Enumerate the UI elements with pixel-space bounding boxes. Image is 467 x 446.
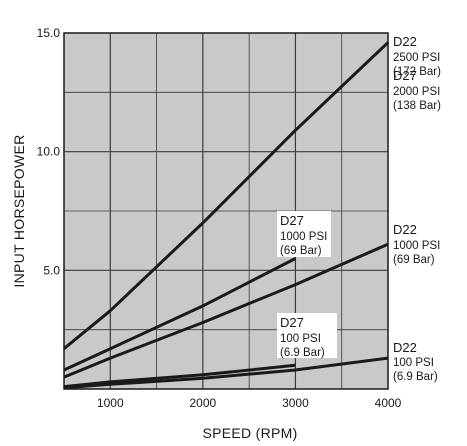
series-line-2 (63, 257, 297, 372)
annotation-d22-2500-pressure: 2500 PSI (393, 52, 440, 64)
annotation-d27-1000-pressure: 1000 PSI (280, 231, 327, 243)
series-line-3 (63, 242, 389, 379)
annotation-d27-1000: D27 1000 PSI (69 Bar) (277, 211, 331, 257)
annotation-d27-100-backdrop (277, 313, 337, 358)
plot-frame (63, 32, 389, 390)
annotation-d22-2500-bar: (172 Bar) (393, 66, 441, 78)
annotation-d22-1000: D22 1000 PSI (69 Bar) (393, 222, 440, 266)
annotation-d27-100-pressure: 100 PSI (280, 333, 321, 345)
annotation-d22-100-model: D22 (393, 340, 417, 355)
annotation-d27-2000-pressure: 2000 PSI (393, 86, 440, 98)
x-axis-title: SPEED (RPM) (202, 425, 297, 441)
annotation-d27-100-bar: (6.9 Bar) (280, 347, 325, 359)
x-tick-label: 4000 (375, 396, 402, 410)
annotation-d27-1000-backdrop (277, 211, 331, 257)
annotation-d27-1000-model: D27 (280, 213, 304, 228)
series-line-5 (63, 356, 389, 390)
annotation-d27-1000-bar: (69 Bar) (280, 245, 322, 257)
x-tick-labels: 1000 2000 3000 4000 (97, 396, 402, 410)
series-line-4 (63, 363, 296, 389)
y-axis-title: INPUT HORSEPOWER (11, 134, 27, 287)
annotation-d22-100-pressure: 100 PSI (393, 357, 434, 369)
x-tick-label: 1000 (97, 396, 124, 410)
annotation-d27-2000-bar: (138 Bar) (393, 100, 441, 112)
y-tick-label: 5.0 (43, 263, 60, 277)
annotation-d27-100: D27 100 PSI (6.9 Bar) (277, 313, 337, 359)
y-tick-label: 10.0 (37, 145, 61, 159)
annotation-d22-1000-bar: (69 Bar) (393, 254, 435, 266)
annotation-d22-1000-model: D22 (393, 222, 417, 237)
y-tick-labels: 5.0 10.0 15.0 (37, 26, 61, 277)
annotation-d27-100-model: D27 (280, 315, 304, 330)
series-lines (63, 41, 390, 390)
annotation-d22-2500: D22 2500 PSI (172 Bar) (393, 34, 441, 78)
annotation-d22-100: D22 100 PSI (6.9 Bar) (393, 340, 438, 383)
series-line-0 (63, 41, 390, 350)
annotation-d27-2000: D27 2000 PSI (138 Bar) (393, 68, 441, 112)
y-tick-label: 15.0 (37, 26, 61, 40)
x-tick-label: 2000 (190, 396, 217, 410)
annotation-d22-2500-model: D22 (393, 34, 417, 49)
annotation-d22-100-bar: (6.9 Bar) (393, 371, 438, 383)
annotation-d22-1000-pressure: 1000 PSI (393, 240, 440, 252)
x-tick-label: 3000 (282, 396, 309, 410)
annotation-d27-2000-model: D27 (393, 68, 417, 83)
